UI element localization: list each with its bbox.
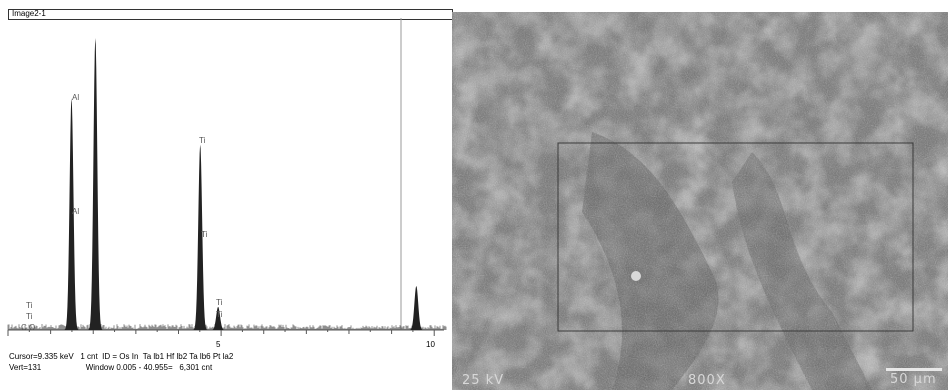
sem-micrograph: 25 kV 800X 50 µm (452, 12, 948, 390)
sem-image (452, 12, 948, 390)
x-tick-label-5: 5 (216, 340, 221, 348)
x-tick-label-10: 10 (426, 340, 435, 348)
peak-label-ti-2: Ti (201, 230, 208, 239)
spectrum-peak-4 (205, 306, 231, 330)
spectrum-peak-3 (187, 144, 213, 330)
peak-label-ti-3: Ti (216, 298, 223, 307)
spectrum-peaks (58, 38, 429, 330)
spectrum-peak-2 (82, 38, 108, 330)
peak-label-al-1: Al (72, 93, 79, 102)
peak-labels: Al Al Ti Ti Ti Ti Ti Ti C O (21, 93, 223, 332)
peak-label-ti-1: Ti (199, 136, 206, 145)
x-tick-marks (7, 330, 435, 336)
sem-magnification-label: 800X (688, 373, 726, 388)
eds-spectrum-chart[interactable]: Al Al Ti Ti Ti Ti Ti Ti C O 5 10 (0, 18, 452, 348)
sem-voltage-label: 25 kV (462, 373, 505, 388)
peak-label-ti-6: Ti (26, 312, 33, 321)
eds-panel-title: Image2-1 (12, 9, 46, 18)
spectrum-peak-1 (58, 98, 85, 330)
eds-scan-area-box (557, 142, 914, 332)
peak-label-al-2: Al (72, 207, 79, 216)
peak-label-c: C (21, 323, 27, 332)
sem-scalebar-label: 50 µm (890, 372, 937, 387)
peak-label-ti-5: Ti (26, 301, 33, 310)
sem-scalebar (886, 368, 942, 371)
peak-label-ti-4: Ti (216, 310, 223, 319)
status-line-window: Vert=131 Window 0.005 - 40.955= 6,301 cn… (9, 363, 213, 372)
status-line-cursor: Cursor=9.335 keV 1 cnt ID = Os In Ta lb1… (9, 352, 234, 361)
eds-spectrum-panel: Image2-1 Al Al Ti Ti Ti Ti Ti Ti C O 5 (0, 0, 453, 390)
bright-particle (631, 271, 641, 281)
spectrum-peak-5 (403, 285, 429, 330)
peak-label-o: O (29, 323, 35, 332)
